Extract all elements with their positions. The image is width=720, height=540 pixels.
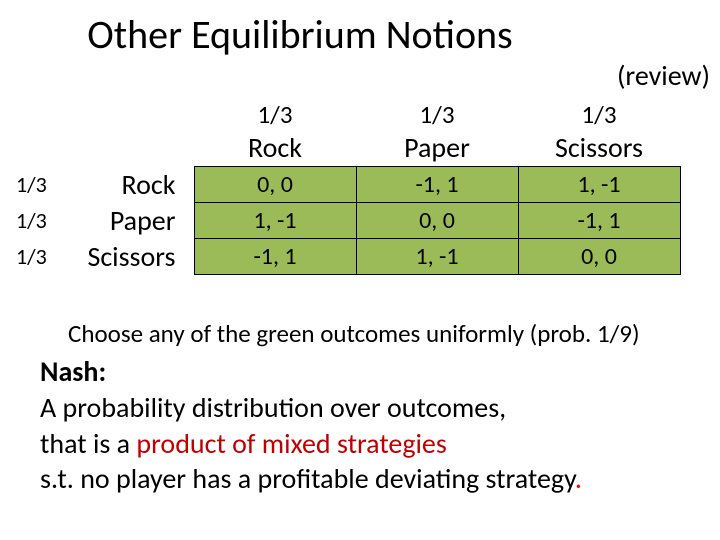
uniform-note: Choose any of the green outcomes uniform… — [68, 318, 720, 349]
payoff-cell: 1, -1 — [356, 238, 518, 274]
payoff-cell: 0, 0 — [194, 166, 356, 202]
row-prob-3: 1/3 — [14, 238, 64, 274]
nash-label: Nash: — [40, 354, 106, 389]
nash-line-2: A probability distribution over outcomes… — [40, 390, 506, 425]
row-prob-1: 1/3 — [14, 166, 64, 202]
payoff-cell: -1, 1 — [194, 238, 356, 274]
table-row: 1/3 Rock 0, 0 -1, 1 1, -1 — [14, 166, 680, 202]
table-row: 1/3 Scissors -1, 1 1, -1 0, 0 — [14, 238, 680, 274]
nash-line-3-red: product of mixed strategies — [136, 426, 446, 461]
payoff-cell: 1, -1 — [194, 202, 356, 238]
col-prob-row: 1/3 1/3 1/3 — [14, 98, 680, 130]
nash-definition: Nash: A probability distribution over ou… — [40, 354, 706, 497]
row-prob-2: 1/3 — [14, 202, 64, 238]
payoff-cell: -1, 1 — [356, 166, 518, 202]
col-header-scissors: Scissors — [518, 130, 680, 166]
slide-subtitle: (review) — [617, 58, 710, 93]
col-prob-2: 1/3 — [356, 98, 518, 130]
payoff-cell: 0, 0 — [518, 238, 680, 274]
payoff-cell: -1, 1 — [518, 202, 680, 238]
slide-title: Other Equilibrium Notions — [0, 10, 720, 59]
nash-line-3a: that is a — [40, 426, 136, 461]
row-header-paper: Paper — [64, 202, 194, 238]
nash-line-4: s.t. no player has a profitable deviatin… — [40, 461, 575, 496]
col-header-row: Rock Paper Scissors — [14, 130, 680, 166]
row-header-rock: Rock — [64, 166, 194, 202]
table-row: 1/3 Paper 1, -1 0, 0 -1, 1 — [14, 202, 680, 238]
payoff-table: 1/3 1/3 1/3 Rock Paper Scissors 1/3 Rock… — [14, 98, 681, 275]
col-header-rock: Rock — [194, 130, 356, 166]
row-header-scissors: Scissors — [64, 238, 194, 274]
payoff-matrix: 1/3 1/3 1/3 Rock Paper Scissors 1/3 Rock… — [14, 98, 714, 275]
payoff-cell: 1, -1 — [518, 166, 680, 202]
payoff-cell: 0, 0 — [356, 202, 518, 238]
col-prob-1: 1/3 — [194, 98, 356, 130]
col-header-paper: Paper — [356, 130, 518, 166]
trailing-period: . — [575, 461, 582, 496]
col-prob-3: 1/3 — [518, 98, 680, 130]
